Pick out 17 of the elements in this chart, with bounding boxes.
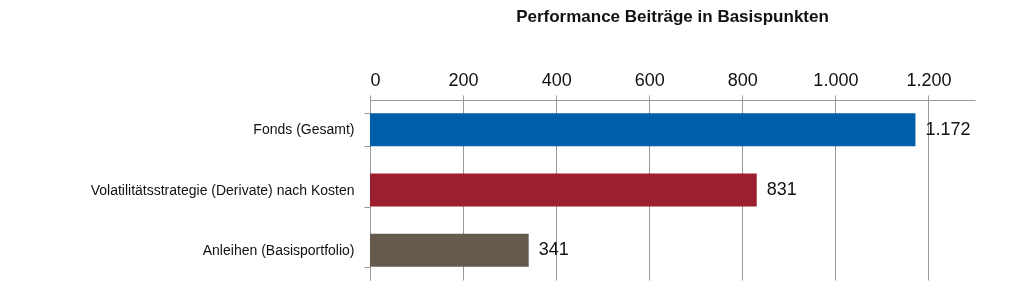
chart-title: Performance Beiträge in Basispunkten [516,7,829,26]
bar [370,113,916,147]
data-label: 831 [766,179,797,199]
y-tick-label: Fonds (Gesamt) [253,121,355,138]
data-label: 341 [538,239,569,260]
x-tick-label: 1.200 [906,69,952,90]
data-label: 1.172 [925,118,971,139]
x-tick-label: 0 [370,69,381,90]
x-tick-label: 200 [448,69,479,90]
x-tick-label: 800 [727,69,758,90]
bar [370,233,529,267]
x-tick-label: 600 [634,69,665,90]
y-tick-label: Anleihen (Basisportfolio) [202,241,355,258]
x-tick-label: 400 [541,69,572,90]
x-tick-label: 1.000 [813,69,859,90]
y-tick-label: Volatilitätsstrategie (Derivate) nach Kosten [90,181,355,198]
bar [370,173,757,207]
